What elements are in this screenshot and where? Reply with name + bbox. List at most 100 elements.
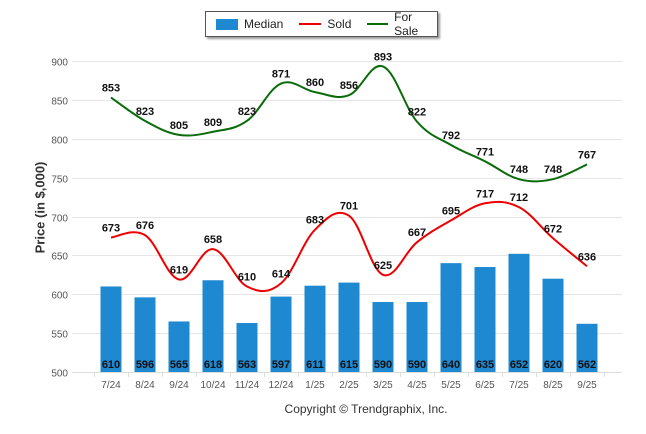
line-series — [110, 65, 588, 293]
for-sale-data-label: 792 — [442, 130, 460, 142]
for-sale-data-label: 822 — [408, 107, 426, 119]
median-swatch-icon — [216, 18, 238, 30]
x-tick-label: 9/24 — [169, 380, 189, 391]
for-sale-data-label: 823 — [136, 106, 154, 118]
x-tick-label: 7/25 — [509, 380, 529, 391]
median-bar-label: 610 — [102, 359, 120, 371]
y-tick-label: 650 — [51, 252, 68, 263]
median-bars — [100, 253, 598, 372]
x-tick-label: 6/25 — [475, 380, 495, 391]
y-tick-label: 500 — [51, 369, 68, 380]
sold-data-label: 658 — [204, 234, 222, 246]
sold-data-label: 672 — [544, 223, 562, 235]
x-tick-label: 3/25 — [373, 380, 393, 391]
median-bar[interactable] — [304, 285, 326, 372]
for-sale-data-label: 853 — [102, 83, 120, 95]
sold-data-label: 619 — [170, 264, 188, 276]
median-bar[interactable] — [406, 302, 428, 372]
for-sale-data-label: 809 — [204, 117, 222, 129]
x-tick-label: 11/24 — [235, 380, 260, 391]
y-tick-label: 600 — [51, 291, 68, 302]
y-tick-label: 700 — [51, 214, 68, 225]
y-tick-label: 900 — [51, 58, 68, 69]
sold-data-label: 610 — [238, 271, 256, 283]
median-bar-label: 590 — [374, 359, 392, 371]
median-bar[interactable] — [372, 302, 394, 372]
x-tick-label: 9/25 — [577, 380, 597, 391]
copyright: Copyright © Trendgraphix, Inc. — [284, 402, 448, 416]
x-axis: 7/24 8/24 9/24 10/24 11/24 12/24 1/25 2/25 3/25 4… — [72, 372, 622, 391]
median-bar[interactable] — [168, 321, 190, 372]
median-bar-label: 563 — [238, 359, 256, 371]
sold-data-label: 667 — [408, 227, 426, 239]
median-bar[interactable] — [440, 263, 462, 372]
legend-label-sold: Sold — [327, 17, 352, 31]
for-sale-data-label: 805 — [170, 120, 188, 132]
sold-data-label: 636 — [578, 251, 596, 263]
x-tick-label: 8/24 — [135, 380, 155, 391]
for-sale-data-label: 748 — [510, 164, 528, 176]
median-bar-label: 635 — [476, 359, 494, 371]
sold-data-label: 717 — [476, 188, 494, 200]
median-bar-label: 652 — [510, 359, 528, 371]
for-sale-data-label: 871 — [272, 69, 290, 81]
x-tick-label: 2/25 — [339, 380, 359, 391]
x-tick-label: 7/24 — [101, 380, 121, 391]
median-bar-label: 618 — [204, 359, 222, 371]
sold-data-label: 712 — [510, 192, 528, 204]
for-sale-swatch-icon — [367, 23, 389, 25]
data-labels: 610 596 565 618 563 597 611 615 590 590 640 635 652 6… — [102, 51, 596, 371]
x-tick-label: 1/25 — [305, 380, 325, 391]
median-bar-label: 615 — [340, 359, 358, 371]
median-bar[interactable] — [202, 280, 224, 372]
x-tick-label: 8/25 — [543, 380, 563, 391]
legend-item-median[interactable]: Median — [216, 17, 283, 31]
median-bar[interactable] — [508, 253, 530, 372]
for-sale-data-label: 767 — [578, 149, 596, 161]
median-bar[interactable] — [270, 296, 292, 372]
x-tick-label: 10/24 — [200, 380, 225, 391]
sold-swatch-icon — [299, 23, 322, 25]
median-bar[interactable] — [542, 278, 564, 372]
legend: Median Sold For Sale — [205, 10, 438, 38]
sold-data-label: 701 — [340, 201, 358, 213]
for-sale-line[interactable] — [110, 65, 588, 183]
median-bar-label: 640 — [442, 359, 460, 371]
for-sale-data-label: 823 — [238, 106, 256, 118]
median-bar-label: 596 — [136, 359, 154, 371]
median-bar[interactable] — [338, 282, 360, 372]
y-tick-label: 550 — [51, 330, 68, 341]
for-sale-data-label: 771 — [476, 146, 494, 158]
median-bar[interactable] — [100, 286, 122, 372]
legend-item-sold[interactable]: Sold — [299, 17, 351, 31]
sold-data-label: 695 — [442, 205, 460, 217]
median-bar[interactable] — [576, 323, 598, 372]
legend-label-for-sale: For Sale — [394, 10, 419, 38]
median-bar[interactable] — [474, 267, 496, 372]
for-sale-data-label: 856 — [340, 80, 358, 92]
y-tick-label: 850 — [51, 97, 68, 108]
for-sale-data-label: 860 — [306, 77, 324, 89]
y-tick-label: 800 — [51, 136, 68, 147]
median-bar-label: 597 — [272, 359, 290, 371]
x-tick-label: 4/25 — [407, 380, 427, 391]
sold-data-label: 614 — [272, 268, 291, 280]
grid-lines — [72, 61, 622, 373]
for-sale-data-label: 748 — [544, 164, 562, 176]
sold-data-label: 673 — [102, 222, 120, 234]
y-axis-ticks: 500 550 600 650 700 750 800 850 900 — [51, 58, 68, 380]
sold-data-label: 676 — [136, 220, 154, 232]
x-tick-label: 12/24 — [268, 380, 293, 391]
median-bar[interactable] — [236, 323, 258, 372]
for-sale-data-label: 893 — [374, 51, 392, 63]
sold-line[interactable] — [110, 200, 588, 293]
median-bar-label: 590 — [408, 359, 426, 371]
legend-label-median: Median — [244, 17, 284, 31]
sold-data-label: 683 — [306, 215, 324, 227]
median-bar-label: 565 — [170, 359, 188, 371]
median-bar-label: 611 — [306, 359, 324, 371]
median-bar-label: 562 — [578, 359, 596, 371]
median-bar[interactable] — [134, 297, 156, 372]
legend-item-for-sale[interactable]: For Sale — [367, 10, 437, 38]
